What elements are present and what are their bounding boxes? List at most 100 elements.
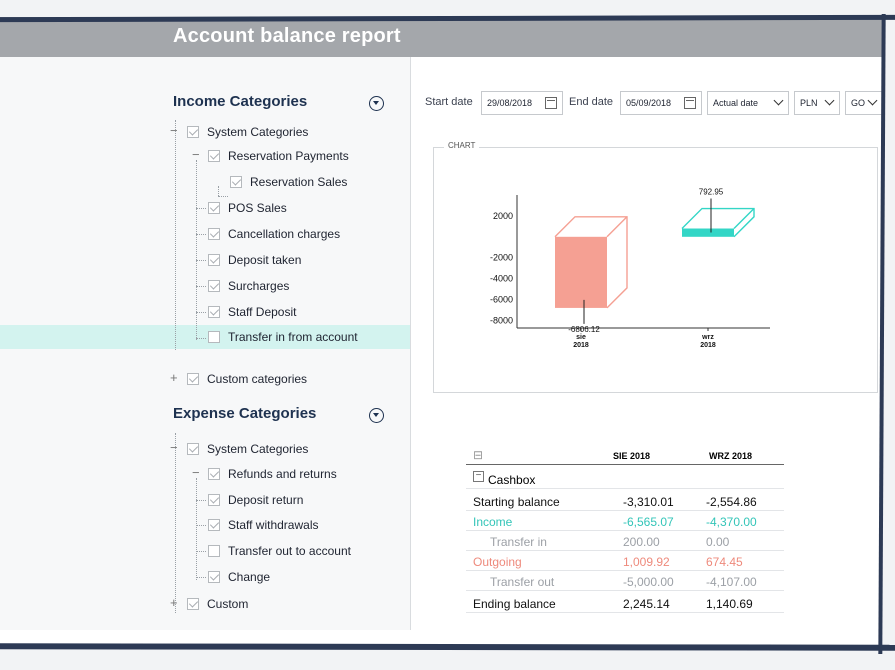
category-checkbox[interactable] bbox=[208, 202, 220, 214]
category-checkbox[interactable] bbox=[208, 545, 220, 557]
expand-icon[interactable]: + bbox=[170, 595, 178, 610]
collapse-icon[interactable]: − bbox=[170, 123, 178, 138]
frame-border-bottom bbox=[0, 643, 895, 651]
category-checkbox[interactable] bbox=[187, 126, 199, 138]
currency-select[interactable]: PLN bbox=[794, 91, 840, 115]
category-label: Change bbox=[228, 570, 271, 584]
date-type-select[interactable]: Actual date bbox=[707, 91, 789, 115]
data-label: 792.95 bbox=[699, 188, 724, 197]
col-header-1: SIE 2018 bbox=[613, 451, 651, 461]
category-checkbox[interactable] bbox=[208, 306, 220, 318]
row-value: 200.00 bbox=[623, 535, 660, 549]
expense-collapse-icon[interactable] bbox=[369, 408, 384, 423]
category-checkbox[interactable] bbox=[187, 443, 199, 455]
category-checkbox[interactable] bbox=[208, 571, 220, 583]
row-value: 0.00 bbox=[706, 535, 730, 549]
tree-item[interactable]: − Refunds and returns bbox=[0, 462, 410, 486]
collapse-icon[interactable]: − bbox=[192, 147, 200, 162]
tree-item[interactable]: POS Sales bbox=[0, 196, 410, 220]
x-tick-label: sie bbox=[576, 334, 586, 341]
tree-item[interactable]: Transfer in from account bbox=[0, 325, 410, 349]
end-date-field[interactable]: 05/09/2018 bbox=[620, 91, 702, 115]
table-collapse-icon[interactable]: ⊟ bbox=[473, 448, 484, 462]
tree-guide-line bbox=[196, 525, 206, 526]
row-label: Income bbox=[473, 515, 513, 529]
tree-item[interactable]: Reservation Sales bbox=[0, 170, 410, 194]
category-checkbox[interactable] bbox=[208, 331, 220, 343]
category-checkbox[interactable] bbox=[208, 468, 220, 480]
tree-guide-line bbox=[196, 260, 206, 261]
category-checkbox[interactable] bbox=[208, 150, 220, 162]
category-checkbox[interactable] bbox=[230, 176, 242, 188]
tree-item[interactable]: − System Categories bbox=[0, 120, 410, 144]
col-header-2: WRZ 2018 bbox=[709, 451, 753, 461]
go-button[interactable]: GO bbox=[845, 91, 883, 115]
tree-item[interactable]: Transfer out to account bbox=[0, 539, 410, 563]
income-collapse-icon[interactable] bbox=[369, 96, 384, 111]
table-row: Income -6,565.07 -4,370.00 bbox=[466, 511, 784, 531]
calendar-icon[interactable] bbox=[545, 97, 557, 109]
tree-item[interactable]: Deposit taken bbox=[0, 248, 410, 272]
collapse-minus-icon[interactable]: − bbox=[473, 471, 484, 482]
category-label: Refunds and returns bbox=[228, 467, 337, 481]
row-value: -3,310.01 bbox=[623, 495, 674, 509]
page-title: Account balance report bbox=[173, 25, 401, 47]
tree-item[interactable]: Staff Deposit bbox=[0, 300, 410, 324]
x-tick-label: 2018 bbox=[700, 342, 716, 349]
report-header: Account balance report bbox=[0, 17, 883, 57]
start-date-value: 29/08/2018 bbox=[487, 98, 533, 108]
tree-guide-line bbox=[196, 551, 206, 552]
category-checkbox[interactable] bbox=[208, 228, 220, 240]
category-checkbox[interactable] bbox=[208, 519, 220, 531]
category-label: Cancellation charges bbox=[228, 227, 341, 241]
chevron-down-icon bbox=[773, 95, 784, 106]
expense-categories-title: Expense Categories bbox=[173, 405, 317, 422]
date-type-value: Actual date bbox=[713, 98, 759, 108]
category-label: System Categories bbox=[207, 442, 309, 456]
tree-item[interactable]: Cancellation charges bbox=[0, 222, 410, 246]
tree-item[interactable]: + Custom bbox=[0, 592, 410, 616]
category-label: Staff Deposit bbox=[228, 305, 297, 319]
category-checkbox[interactable] bbox=[208, 254, 220, 266]
go-label: GO bbox=[851, 98, 866, 108]
x-tick-label: 2018 bbox=[573, 342, 589, 349]
chart-panel bbox=[433, 147, 878, 393]
collapse-icon[interactable]: − bbox=[192, 465, 200, 480]
tree-item[interactable]: − System Categories bbox=[0, 437, 410, 461]
category-label: Transfer out to account bbox=[228, 544, 351, 558]
category-label: System Categories bbox=[207, 125, 309, 139]
calendar-icon[interactable] bbox=[684, 97, 696, 109]
start-date-field[interactable]: 29/08/2018 bbox=[481, 91, 563, 115]
tree-item[interactable]: Change bbox=[0, 565, 410, 589]
end-date-value: 05/09/2018 bbox=[626, 98, 672, 108]
expand-icon[interactable]: + bbox=[170, 370, 178, 385]
row-value: 674.45 bbox=[706, 555, 743, 569]
category-checkbox[interactable] bbox=[187, 373, 199, 385]
tree-guide-line bbox=[196, 500, 206, 501]
tree-item[interactable]: Staff withdrawals bbox=[0, 513, 410, 537]
category-checkbox[interactable] bbox=[208, 280, 220, 292]
table-row: Starting balance -3,310.01 -2,554.86 bbox=[466, 491, 784, 511]
tree-item[interactable]: + Custom categories bbox=[0, 367, 410, 391]
tree-guide-line bbox=[218, 186, 219, 196]
tree-guide-line bbox=[196, 234, 206, 235]
tree-guide-line bbox=[175, 433, 176, 613]
collapse-icon[interactable]: − bbox=[170, 440, 178, 455]
category-label: Staff withdrawals bbox=[228, 518, 319, 532]
group-label: Cashbox bbox=[488, 473, 536, 487]
category-checkbox[interactable] bbox=[187, 598, 199, 610]
y-tick-label: -2000 bbox=[490, 253, 513, 263]
table-row: Transfer in 200.00 0.00 bbox=[466, 531, 784, 551]
data-label: -6806.12 bbox=[568, 325, 600, 334]
tree-item[interactable]: Surcharges bbox=[0, 274, 410, 298]
start-date-label: Start date bbox=[425, 96, 473, 108]
row-value: 2,245.14 bbox=[623, 597, 670, 611]
row-label: Starting balance bbox=[473, 495, 560, 509]
tree-item[interactable]: Deposit return bbox=[0, 488, 410, 512]
category-label: Custom bbox=[207, 597, 249, 611]
table-row: Ending balance 2,245.14 1,140.69 bbox=[466, 593, 784, 613]
table-row: Transfer out -5,000.00 -4,107.00 bbox=[466, 571, 784, 591]
category-checkbox[interactable] bbox=[208, 494, 220, 506]
group-row[interactable]: − Cashbox bbox=[466, 469, 784, 489]
tree-item[interactable]: − Reservation Payments bbox=[0, 144, 410, 168]
